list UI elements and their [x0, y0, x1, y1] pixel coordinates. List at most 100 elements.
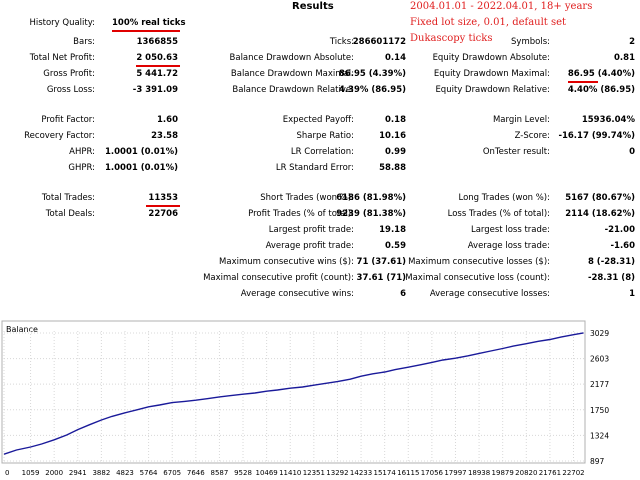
long-trades-value: 5167 (80.67%) [565, 193, 635, 203]
x-tick-label: 22702 [562, 469, 584, 477]
equity-dd-relative-label: Equity Drawdown Relative: [435, 85, 550, 95]
x-tick-label: 21761 [539, 469, 561, 477]
balance-dd-maximal-value: 86.95 (4.39%) [338, 69, 406, 79]
x-tick-label: 15174 [374, 469, 397, 477]
x-tick-label: 8587 [211, 469, 229, 477]
lr-standard-error-label: LR Standard Error: [275, 163, 354, 173]
total-trades-value: 11353 [148, 193, 178, 203]
x-tick-label: 10469 [255, 469, 277, 477]
balance-dd-relative-value: 4.39% (86.95) [338, 85, 406, 95]
x-tick-label: 14233 [350, 469, 372, 477]
note-ticks-source: Dukascopy ticks [410, 33, 493, 44]
largest-profit-trade-label: Largest profit trade: [268, 225, 354, 235]
bars-label: Bars: [73, 37, 95, 47]
balance-series-line [3, 332, 584, 455]
recovery-factor-value: 23.58 [151, 131, 178, 141]
balance-dd-maximal-label: Balance Drawdown Maximal: [230, 69, 354, 79]
maximal-consecutive-loss-value: -28.31 (8) [587, 273, 635, 283]
x-tick-label: 16115 [397, 469, 419, 477]
average-profit-trade-label: Average profit trade: [265, 241, 354, 251]
average-loss-trade-value: -1.60 [610, 241, 636, 251]
ontester-result-label: OnTester result: [482, 147, 550, 157]
ghpr-value: 1.0001 (0.01%) [104, 163, 178, 173]
profit-trades-value: 9239 (81.38%) [336, 209, 406, 219]
equity-dd-underline [568, 81, 598, 83]
results-title: Results [292, 1, 334, 12]
note-date-range: 2004.01.01 - 2022.04.01, 18+ years [410, 1, 593, 12]
x-tick-label: 3882 [92, 469, 110, 477]
x-tick-label: 4823 [116, 469, 134, 477]
total-deals-label: Total Deals: [45, 209, 95, 219]
x-tick-label: 2941 [69, 469, 87, 477]
x-tick-label: 5764 [140, 469, 158, 477]
short-trades-value: 6186 (81.98%) [336, 193, 406, 203]
gross-profit-value: 5 441.72 [136, 69, 178, 79]
y-tick-label: 3029 [590, 329, 609, 338]
largest-loss-trade-label: Largest loss trade: [470, 225, 550, 235]
average-profit-trade-value: 0.59 [385, 241, 406, 251]
equity-dd-absolute-label: Equity Drawdown Absolute: [432, 53, 550, 63]
loss-trades-value: 2114 (18.62%) [565, 209, 635, 219]
average-loss-trade-label: Average loss trade: [467, 241, 550, 251]
equity-dd-absolute-value: 0.81 [614, 53, 635, 63]
chart-plot-area [1, 320, 586, 464]
x-tick-label: 9528 [234, 469, 252, 477]
x-tick-label: 17056 [421, 469, 444, 477]
total-net-profit-label: Total Net Profit: [29, 53, 95, 63]
gross-loss-label: Gross Loss: [46, 85, 95, 95]
ontester-result-value: 0 [629, 147, 635, 157]
x-tick-label: 18938 [468, 469, 490, 477]
loss-trades-label: Loss Trades (% of total): [447, 209, 550, 219]
maximal-consecutive-profit-value: 37.61 (71) [356, 273, 406, 283]
max-consecutive-wins-label: Maximum consecutive wins ($): [219, 257, 354, 267]
balance-dd-absolute-label: Balance Drawdown Absolute: [229, 53, 354, 63]
bars-value: 1366855 [136, 37, 178, 47]
balance-dd-relative-label: Balance Drawdown Relative: [232, 85, 354, 95]
maximal-consecutive-loss-label: Maximal consecutive loss (count): [405, 273, 550, 283]
net-profit-underline [136, 65, 180, 67]
short-trades-label: Short Trades (won %): [260, 193, 354, 203]
equity-dd-maximal-label: Equity Drawdown Maximal: [433, 69, 550, 79]
gross-profit-label: Gross Profit: [43, 69, 95, 79]
history-quality-label: History Quality: [29, 18, 95, 28]
lr-correlation-label: LR Correlation: [290, 147, 354, 157]
average-consecutive-wins-value: 6 [400, 289, 406, 299]
x-tick-label: 2000 [45, 469, 63, 477]
sharpe-ratio-label: Sharpe Ratio: [296, 131, 355, 141]
expected-payoff-value: 0.18 [385, 115, 406, 125]
profit-factor-label: Profit Factor: [41, 115, 95, 125]
z-score-value: -16.17 (99.74%) [558, 131, 635, 141]
ticks-label: Ticks: [329, 37, 354, 47]
ticks-value: 286601172 [352, 37, 406, 47]
max-consecutive-losses-value: 8 (-28.31) [587, 257, 635, 267]
chart-title: Balance [6, 325, 38, 334]
x-tick-label: 6705 [163, 469, 181, 477]
largest-loss-trade-value: -21.00 [604, 225, 635, 235]
ahpr-value: 1.0001 (0.01%) [104, 147, 178, 157]
sharpe-ratio-value: 10.16 [379, 131, 406, 141]
x-tick-label: 19879 [492, 469, 514, 477]
largest-profit-trade-value: 19.18 [379, 225, 406, 235]
ahpr-label: AHPR: [69, 147, 95, 157]
note-lot-size: Fixed lot size, 0.01, default set [410, 17, 567, 28]
average-consecutive-losses-value: 1 [629, 289, 635, 299]
history-quality-value: 100% real ticks [112, 18, 186, 28]
x-tick-label: 1059 [22, 469, 40, 477]
lr-correlation-value: 0.99 [385, 147, 406, 157]
max-consecutive-losses-label: Maximum consecutive losses ($): [408, 257, 550, 267]
x-tick-label: 0 [5, 469, 9, 477]
total-deals-value: 22706 [148, 209, 178, 219]
recovery-factor-label: Recovery Factor: [24, 131, 95, 141]
margin-level-value: 15936.04% [581, 115, 635, 125]
y-tick-label: 897 [590, 457, 605, 466]
symbols-label: Symbols: [511, 37, 550, 47]
average-consecutive-wins-label: Average consecutive wins: [240, 289, 354, 299]
ghpr-label: GHPR: [68, 163, 95, 173]
total-net-profit-value: 2 050.63 [136, 53, 178, 63]
x-tick-label: 17997 [444, 469, 466, 477]
equity-dd-relative-value: 4.40% (86.95) [567, 85, 635, 95]
history-quality-underline [112, 30, 180, 32]
x-tick-label: 7646 [187, 469, 205, 477]
expected-payoff-label: Expected Payoff: [282, 115, 354, 125]
profit-factor-value: 1.60 [157, 115, 178, 125]
